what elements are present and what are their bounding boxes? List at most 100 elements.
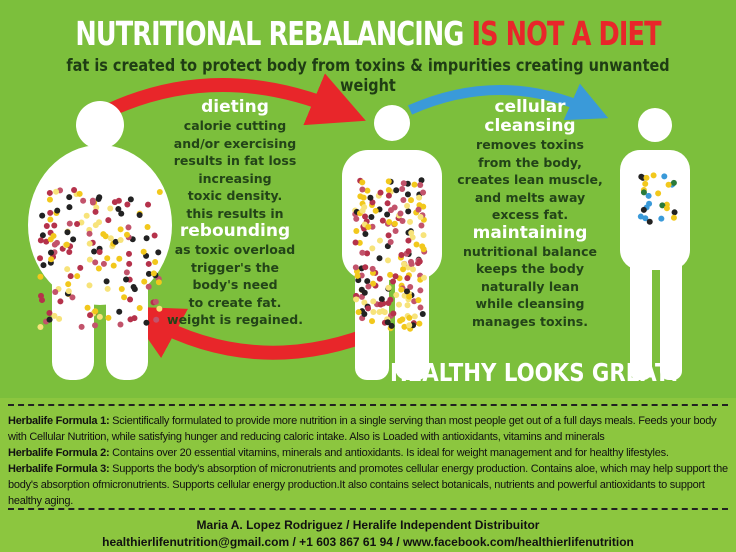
toxin-dot (670, 214, 677, 221)
text-line: while cleansing (475, 296, 585, 311)
toxin-dot (404, 191, 411, 198)
toxin-dot (384, 257, 391, 264)
toxin-dot (76, 190, 83, 197)
toxin-dot (411, 181, 418, 188)
red-arrow-top (107, 73, 366, 126)
toxin-dot (661, 173, 668, 180)
toxin-dot (39, 297, 46, 304)
toxin-dot (387, 207, 394, 214)
toxin-dot (658, 215, 665, 222)
toxin-dot (145, 201, 152, 208)
toxin-dot (46, 310, 53, 317)
toxin-dot (136, 305, 143, 312)
toxin-dot (107, 205, 114, 212)
toxin-dot (417, 304, 424, 311)
toxin-dot (127, 196, 134, 203)
toxin-dot (66, 194, 73, 201)
toxin-dot (70, 236, 77, 243)
toxin-dot (398, 251, 405, 258)
toxin-dot (646, 200, 653, 207)
toxin-dot (359, 179, 366, 186)
text-line: removes toxins (476, 137, 584, 152)
toxin-dot (408, 229, 415, 236)
toxin-dot (401, 323, 408, 330)
toxin-dot (401, 292, 408, 299)
toxin-dot (377, 189, 384, 196)
toxin-dot (86, 256, 93, 263)
toxin-dot (112, 238, 119, 245)
toxin-dot (66, 220, 73, 227)
toxin-dot (370, 280, 377, 287)
toxin-dot (123, 231, 130, 238)
toxin-dot (376, 237, 383, 244)
toxin-dot (56, 315, 63, 322)
toxin-dot (370, 309, 377, 316)
toxin-dot (670, 179, 677, 186)
toxin-dot (420, 203, 427, 210)
toxin-dot (92, 208, 99, 215)
toxin-dot (417, 214, 424, 221)
contact-info[interactable]: healthierlifenutrition@gmail.com / +1 60… (102, 535, 634, 549)
toxin-dot (359, 186, 366, 193)
toxin-dot (92, 308, 99, 315)
toxin-dot (403, 288, 410, 295)
toxin-dot (370, 298, 377, 305)
text-line: this results in (186, 205, 284, 221)
toxin-dot (37, 237, 44, 244)
toxin-dot (407, 258, 414, 265)
title-accent: IS NOT A DIET (471, 14, 661, 53)
title-main: NUTRITIONAL REBALANCING (75, 14, 464, 53)
toxin-dot (47, 216, 54, 223)
toxin-dot (103, 278, 110, 285)
toxin-dot (144, 224, 151, 231)
formula-3: Herbalife Formula 3: Supports the body's… (8, 463, 728, 507)
toxin-dot (419, 311, 426, 318)
toxin-dot (665, 181, 672, 188)
toxin-dot (117, 226, 124, 233)
toxin-dot (642, 215, 649, 222)
toxin-dot (362, 264, 369, 271)
toxin-dot (385, 299, 392, 306)
toxin-dot (353, 215, 360, 222)
toxin-dot (365, 224, 372, 231)
text-line: nutritional balance (463, 243, 597, 259)
toxin-dot (100, 231, 107, 238)
toxin-dot (150, 270, 157, 277)
toxin-dot (372, 207, 379, 214)
toxin-dot (368, 213, 375, 220)
toxin-dot (384, 211, 391, 218)
toxin-dot (100, 260, 107, 267)
toxin-dot (361, 299, 368, 306)
toxin-dot (385, 232, 392, 239)
toxin-dot (404, 202, 411, 209)
toxin-dot (156, 188, 163, 195)
toxin-dot (151, 232, 158, 239)
toxin-dot (387, 271, 394, 278)
toxin-dot (404, 302, 411, 309)
toxin-dot (153, 316, 160, 323)
toxin-dot (46, 316, 53, 323)
toxin-dot (64, 229, 71, 236)
toxin-dot (362, 231, 369, 238)
toxin-dot (420, 232, 427, 239)
toxin-dot (405, 208, 412, 215)
toxin-dot (155, 279, 162, 286)
rebounding-heading: rebounding (179, 221, 291, 241)
toxin-dot (415, 297, 422, 304)
toxin-dot (646, 218, 653, 225)
toxin-dot (650, 172, 657, 179)
text-line: and/or exercising (173, 135, 297, 151)
toxin-dot (415, 206, 422, 213)
toxin-dot (407, 218, 414, 225)
toxin-dot (369, 318, 376, 325)
toxin-dot (365, 305, 372, 312)
toxin-dot (401, 260, 408, 267)
dieting-heading: dieting (201, 97, 269, 117)
cellular-heading: cellular (494, 97, 566, 117)
toxin-dot (43, 222, 50, 229)
toxin-dot (96, 313, 103, 320)
toxin-dot (379, 217, 386, 224)
maintaining-heading: maintaining (472, 222, 588, 243)
toxin-dot (355, 309, 362, 316)
toxin-dot (136, 211, 143, 218)
